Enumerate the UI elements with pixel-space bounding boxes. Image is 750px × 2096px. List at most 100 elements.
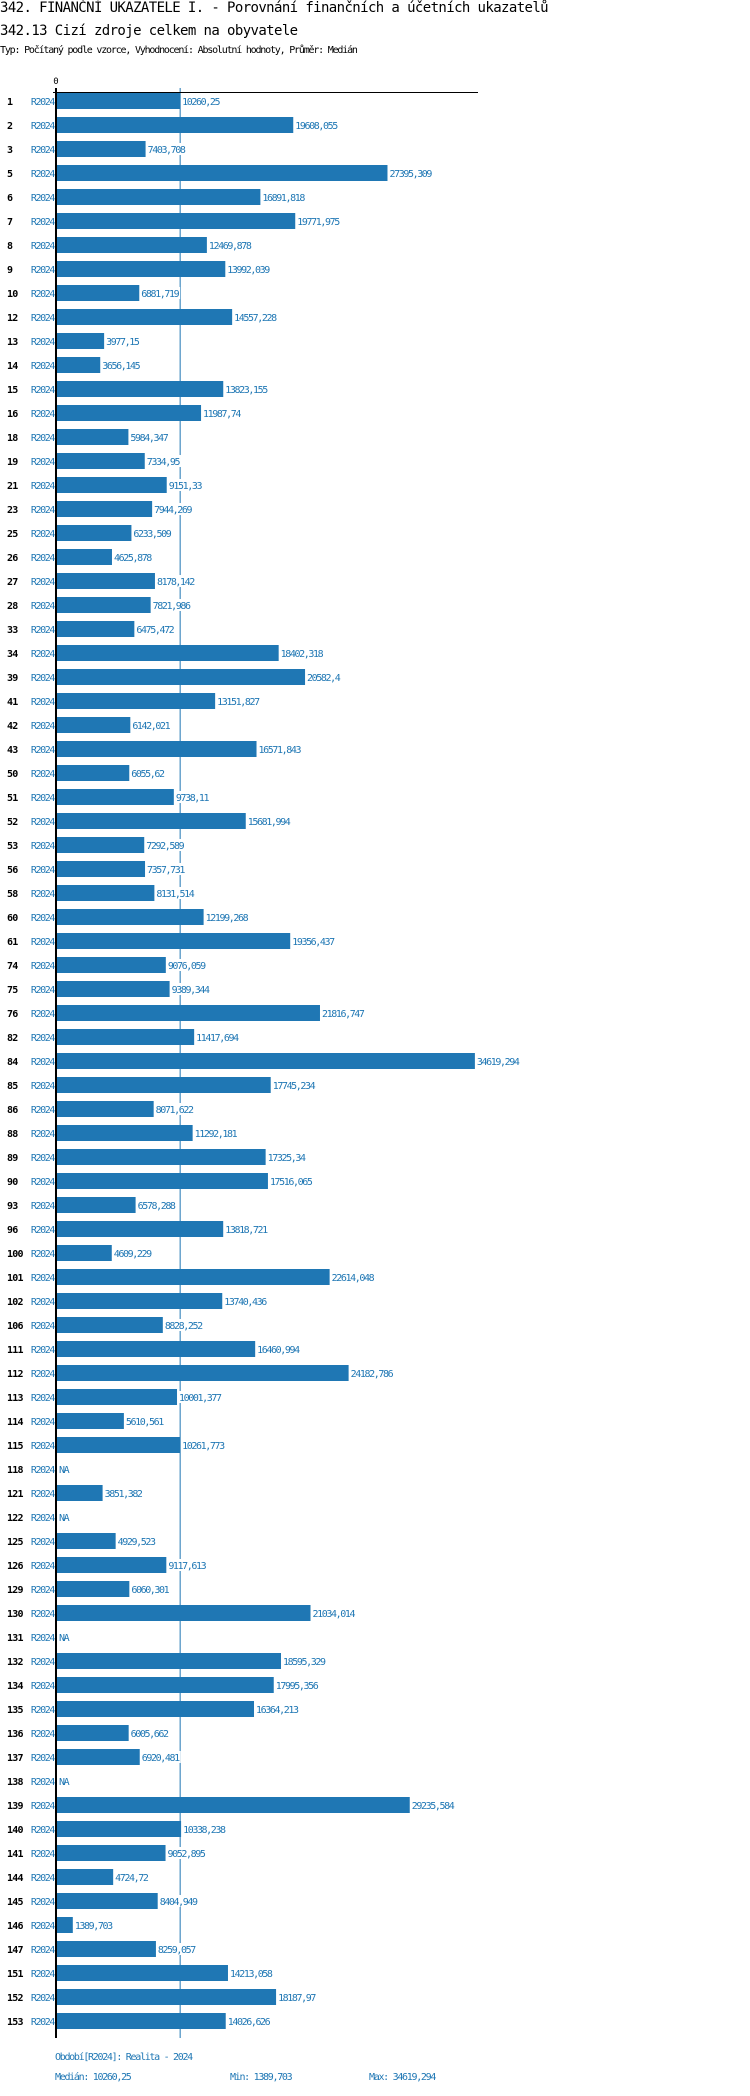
value-label-bg: [156, 1943, 197, 1955]
value-label: 14026,626: [228, 2017, 271, 2028]
value-label-bg: [296, 215, 341, 227]
value-label-bg: [274, 1679, 320, 1691]
value-label-bg: [182, 1823, 227, 1835]
series-label: R2024: [31, 1657, 55, 1668]
series-label: R2024: [31, 865, 55, 876]
value-label: 13992,039: [227, 265, 270, 276]
series-label: R2024: [31, 1585, 55, 1596]
value-label-bg: [153, 503, 193, 515]
series-label: R2024: [31, 1345, 55, 1356]
row-id-label: 137: [7, 1753, 23, 1764]
row-id-label: 141: [7, 1849, 23, 1860]
value-label: 5984,347: [130, 433, 168, 444]
bar: [56, 1917, 73, 1933]
series-label: R2024: [31, 817, 55, 828]
value-label: NA: [59, 1465, 70, 1476]
bar: [56, 549, 112, 565]
series-label: R2024: [31, 481, 55, 492]
series-label: R2024: [31, 169, 55, 180]
bar-chart: 0 1 R2024 10260,25 2 R2024 19608,055 3 R2024 7403…: [7, 77, 521, 2038]
series-label: R2024: [31, 553, 55, 564]
series-label: R2024: [31, 337, 55, 348]
series-label: R2024: [31, 1369, 55, 1380]
series-label: R2024: [31, 97, 55, 108]
series-label: R2024: [31, 1033, 55, 1044]
value-label-bg: [145, 455, 181, 467]
row-id-label: 12: [7, 313, 18, 324]
row-id-label: 27: [7, 577, 18, 588]
series-label: R2024: [31, 313, 55, 324]
series-label: R2024: [31, 1969, 55, 1980]
bar: [56, 1941, 156, 1957]
series-label: R2024: [31, 913, 55, 924]
series-label: R2024: [31, 577, 55, 588]
value-label: 13740,436: [224, 1297, 267, 1308]
row-id-label: 82: [7, 1033, 18, 1044]
series-label: R2024: [31, 1633, 55, 1644]
value-label-bg: [257, 743, 302, 755]
value-label-bg: [103, 1487, 144, 1499]
value-label-bg: [155, 887, 196, 899]
value-label: 19608,055: [295, 121, 338, 132]
series-label: R2024: [31, 1201, 55, 1212]
bar: [56, 1437, 181, 1453]
bar: [56, 1821, 182, 1837]
bar: [56, 1365, 349, 1381]
row-id-label: 1: [7, 97, 13, 108]
row-id-label: 28: [7, 601, 18, 612]
bar: [56, 1005, 320, 1021]
value-label: 17745,234: [273, 1081, 316, 1092]
row-id-label: 112: [7, 1369, 23, 1380]
value-label: 16891,818: [262, 193, 305, 204]
bar: [56, 1221, 224, 1237]
row-id-label: 53: [7, 841, 18, 852]
value-label-bg: [268, 1175, 314, 1187]
bar: [56, 333, 105, 349]
row-id-label: 125: [7, 1537, 23, 1548]
value-label: 29235,584: [412, 1801, 455, 1812]
bar: [56, 1605, 311, 1621]
row-id-label: 101: [7, 1273, 23, 1284]
row-id-label: 134: [7, 1681, 23, 1692]
bar: [56, 237, 207, 253]
bar: [56, 1749, 140, 1765]
value-label: 7292,589: [146, 841, 184, 852]
series-label: R2024: [31, 769, 55, 780]
value-label: 17516,065: [270, 1177, 313, 1188]
series-label: R2024: [31, 721, 55, 732]
value-label-bg: [282, 1655, 327, 1667]
row-id-label: 96: [7, 1225, 18, 1236]
bar: [56, 1317, 163, 1333]
bar: [56, 597, 151, 613]
series-label: R2024: [31, 241, 55, 252]
value-label: 13823,155: [225, 385, 268, 396]
row-id-label: 131: [7, 1633, 23, 1644]
bar: [56, 1581, 130, 1597]
bar: [56, 1413, 124, 1429]
row-id-label: 15: [7, 385, 18, 396]
row-id-label: 26: [7, 553, 18, 564]
bar: [56, 1077, 271, 1093]
row-id-label: 84: [7, 1057, 18, 1068]
value-label: 9738,11: [176, 793, 210, 804]
bar: [56, 789, 174, 805]
row-id-label: 93: [7, 1201, 18, 1212]
value-label: 10001,377: [179, 1393, 222, 1404]
chart-title: 342.13 Cizí zdroje celkem na obyvatele: [0, 23, 298, 39]
value-label: 9052,895: [168, 1849, 206, 1860]
value-label: 4625,878: [114, 553, 152, 564]
value-label-bg: [410, 1799, 456, 1811]
bar: [56, 1029, 195, 1045]
bar: [56, 933, 291, 949]
series-label: R2024: [31, 1705, 55, 1716]
value-label: 11417,694: [196, 1033, 239, 1044]
value-label: 6475,472: [136, 625, 174, 636]
row-id-label: 138: [7, 1777, 23, 1788]
series-label: R2024: [31, 217, 55, 228]
row-id-label: 23: [7, 505, 18, 516]
value-label: NA: [59, 1513, 70, 1524]
series-label: R2024: [31, 625, 55, 636]
series-label: R2024: [31, 385, 55, 396]
value-label: 8071,622: [156, 1105, 194, 1116]
value-label-bg: [155, 575, 196, 587]
